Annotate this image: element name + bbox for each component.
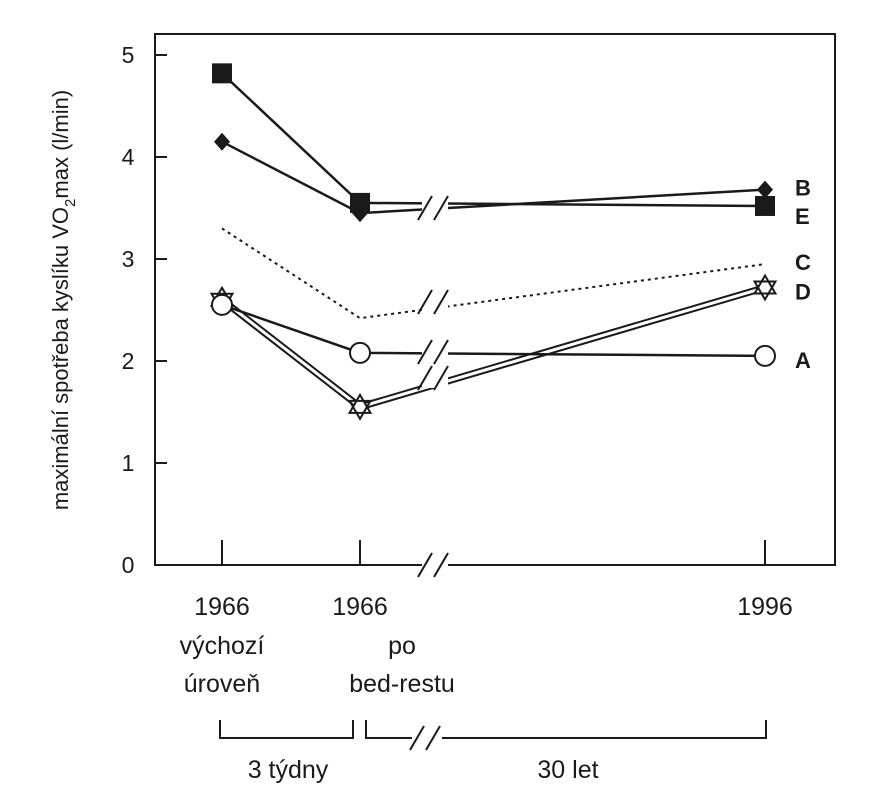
y-tick-label: 5: [122, 42, 135, 68]
category-desc-label: úroveň: [184, 670, 260, 698]
axis-break-slash: [425, 725, 441, 751]
x-axis: [221, 540, 766, 565]
category-year-label: 1966: [194, 593, 250, 621]
axis-break-slash: [417, 365, 433, 391]
series-line: [221, 227, 766, 320]
y-axis: 0 1 2 3 4 5: [122, 42, 167, 578]
diamond-marker: [214, 132, 230, 151]
series-a: [211, 293, 776, 367]
axis-break-slash: [417, 195, 433, 221]
series-label: E: [795, 204, 810, 229]
period-bracket-long: [365, 720, 767, 739]
series-label: A: [795, 348, 811, 373]
axis-break-slash: [409, 725, 425, 751]
series-d: [209, 273, 778, 421]
series-line: [221, 140, 766, 215]
axis-break-slash: [433, 289, 449, 315]
star-marker-down: [347, 399, 373, 421]
period-bracket-short: [219, 720, 354, 739]
series-e: [212, 63, 775, 216]
y-tick-label: 4: [122, 144, 135, 170]
diamond-marker: [757, 180, 773, 199]
axis-break-slash: [417, 339, 433, 365]
axis-break-slash: [433, 365, 449, 391]
axis-break: [417, 195, 449, 221]
star-marker-up: [752, 273, 778, 295]
series-line-outer: [219, 284, 766, 411]
series-label: D: [795, 280, 811, 305]
circle-marker: [754, 344, 776, 367]
y-tick-label: 2: [122, 348, 135, 374]
period-label: 3 týdny: [248, 756, 329, 784]
square-marker: [212, 63, 232, 84]
axis-break-slash: [433, 339, 449, 365]
y-axis-label: maximální spotřeba kyslíku VO2max (l/min…: [48, 90, 79, 510]
y-tick-label: 3: [122, 246, 135, 272]
axis-break: [417, 552, 449, 578]
category-year-label: 1996: [737, 593, 793, 621]
square-marker: [350, 192, 370, 213]
star-marker-down: [752, 280, 778, 302]
series-line: [221, 72, 766, 208]
circle-marker: [211, 293, 233, 316]
category-desc-label: výchozí: [180, 632, 265, 660]
category-year-label: 1966: [332, 593, 388, 621]
axis-break: [417, 289, 449, 315]
series-label: B: [795, 176, 811, 201]
axis-break-slash: [417, 289, 433, 315]
axis-break: [417, 339, 449, 365]
y-tick-label: 1: [122, 450, 135, 476]
y-axis-label-main: maximální spotřeba kyslíku VO: [48, 207, 73, 510]
plot-frame: [154, 33, 836, 566]
series-c: [221, 227, 766, 320]
series-line-inner: [221, 286, 766, 409]
y-tick-label: 0: [122, 552, 135, 578]
axis-breaks: [417, 195, 449, 578]
axis-break-slash: [433, 552, 449, 578]
period-brackets: 3 týdny 30 let: [219, 720, 767, 784]
square-marker: [755, 195, 775, 216]
axis-break-slash: [433, 195, 449, 221]
axis-break: [417, 365, 449, 391]
circle-marker: [349, 341, 371, 364]
y-axis-label-subscript: 2: [62, 199, 79, 207]
axis-break-slash: [417, 552, 433, 578]
series-group: [209, 63, 778, 421]
period-label: 30 let: [537, 756, 598, 784]
category-desc-label: bed-restu: [349, 670, 455, 698]
series-label: C: [795, 250, 811, 275]
category-desc-label: po: [388, 632, 416, 660]
y-axis-label-tail: max (l/min): [48, 90, 73, 199]
